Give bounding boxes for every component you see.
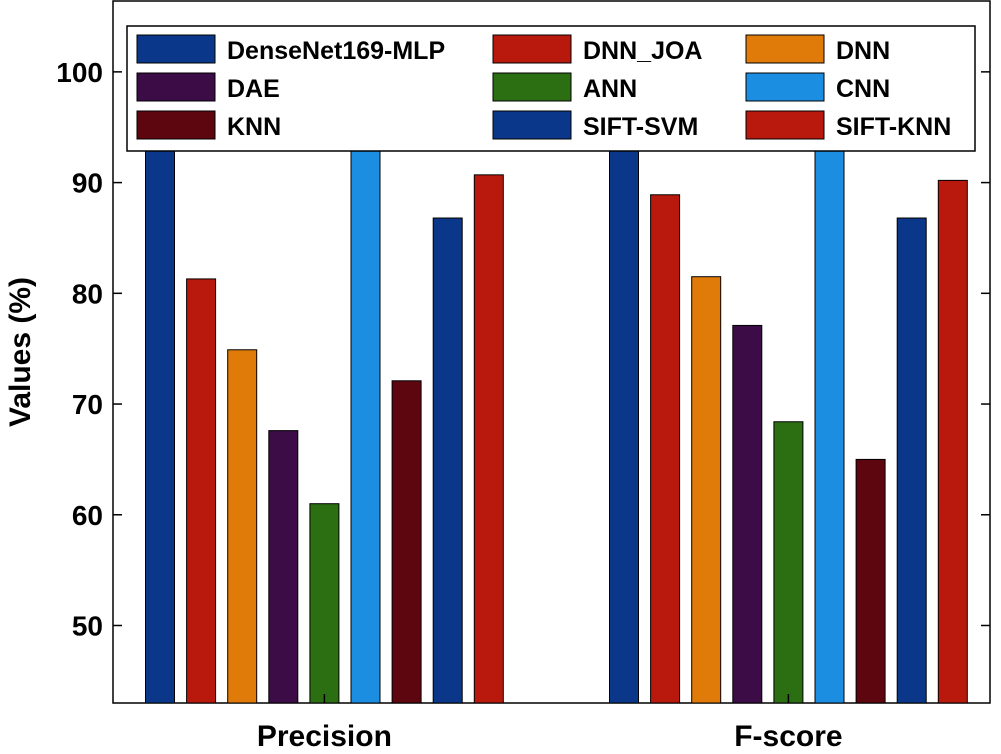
bar-f-score-densenet169-mlp bbox=[609, 110, 639, 704]
bar-precision-dnn bbox=[227, 349, 258, 704]
legend-swatch-sift-svm bbox=[492, 110, 572, 140]
bar-precision-cnn bbox=[350, 137, 381, 704]
legend-swatch-densenet169-mlp bbox=[136, 34, 216, 64]
bar-precision-knn bbox=[391, 380, 422, 704]
y-tick-label: 70 bbox=[72, 389, 103, 420]
bar-precision-dnn_joa bbox=[186, 278, 217, 704]
legend-label: DNN bbox=[836, 37, 890, 65]
legend-swatch-cnn bbox=[745, 72, 825, 102]
bar-f-score-sift-knn bbox=[937, 179, 968, 704]
legend-label: KNN bbox=[227, 113, 281, 141]
y-axis-label: Values (%) bbox=[4, 277, 37, 427]
y-tick-label: 80 bbox=[72, 278, 103, 309]
legend-swatch-dae bbox=[136, 72, 216, 102]
bar-f-score-sift-svm bbox=[896, 217, 927, 704]
bar-f-score-dnn_joa bbox=[650, 194, 681, 704]
legend: DenseNet169-MLP DNN_JOA DNN DAE ANN CNN KNN SIF… bbox=[126, 25, 976, 152]
bar-precision-sift-svm bbox=[432, 217, 463, 704]
legend-label: DenseNet169-MLP bbox=[227, 37, 445, 65]
bar-f-score-knn bbox=[855, 458, 886, 704]
x-axis-ticks: Precision F-score bbox=[257, 694, 843, 753]
legend-label: SIFT-SVM bbox=[583, 113, 698, 141]
bars-group bbox=[145, 105, 968, 704]
bar-f-score-ann bbox=[773, 421, 804, 704]
bar-precision-dae bbox=[268, 430, 299, 704]
y-tick-label: 90 bbox=[72, 168, 103, 199]
bar-f-score-cnn bbox=[814, 137, 845, 704]
y-tick-label: 50 bbox=[72, 610, 103, 641]
legend-label: SIFT-KNN bbox=[836, 113, 951, 141]
legend-label: DAE bbox=[227, 75, 280, 103]
legend-swatch-ann bbox=[492, 72, 572, 102]
y-tick-label: 100 bbox=[56, 57, 103, 88]
x-tick-label: Precision bbox=[257, 720, 392, 753]
bar-f-score-dae bbox=[732, 324, 763, 704]
legend-swatch-dnn bbox=[745, 34, 825, 64]
legend-label: CNN bbox=[836, 75, 890, 103]
bar-precision-ann bbox=[309, 503, 340, 704]
bar-precision-sift-knn bbox=[473, 174, 504, 704]
legend-swatch-knn bbox=[136, 110, 216, 140]
bar-f-score-dnn bbox=[691, 276, 722, 704]
legend-swatch-dnn_joa bbox=[492, 34, 572, 64]
bar-precision-densenet169-mlp bbox=[145, 105, 175, 704]
legend-label: DNN_JOA bbox=[583, 37, 702, 65]
legend-label: ANN bbox=[583, 75, 637, 103]
legend-swatch-sift-knn bbox=[745, 110, 825, 140]
x-tick-label: F-score bbox=[734, 720, 842, 753]
y-tick-label: 60 bbox=[72, 500, 103, 531]
y-axis-ticks: 50 60 70 80 90 100 bbox=[56, 57, 990, 641]
